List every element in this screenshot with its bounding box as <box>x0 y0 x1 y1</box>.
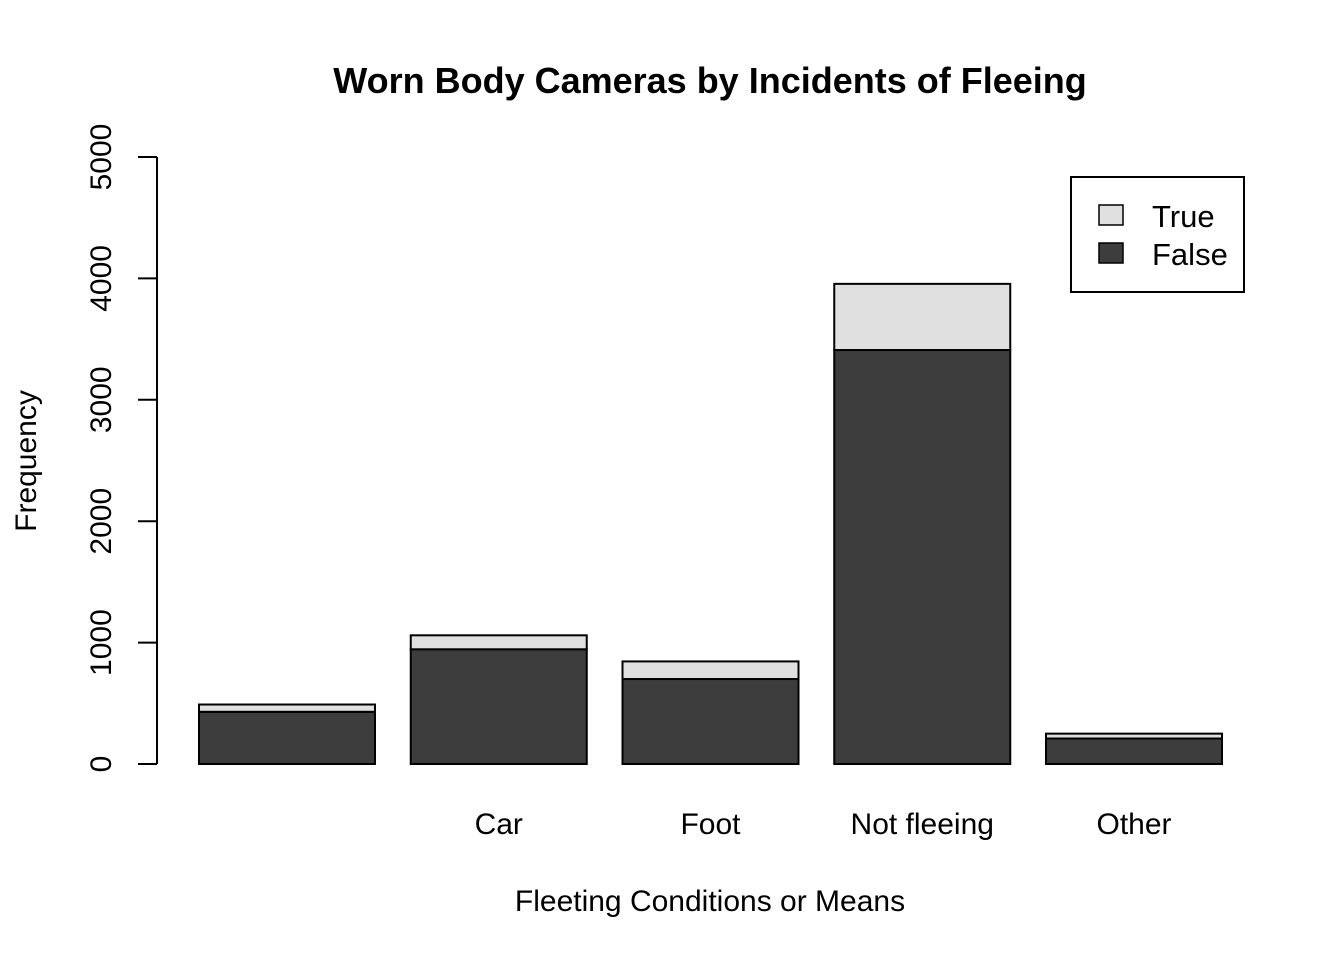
bar-false-1 <box>409 648 588 765</box>
bar-true-3 <box>833 282 1012 352</box>
x-tick-label: Not fleeing <box>851 808 994 841</box>
y-tick-label: 3000 <box>85 366 118 433</box>
chart-title: Worn Body Cameras by Incidents of Fleein… <box>333 60 1086 101</box>
x-tick-label: Foot <box>680 808 741 841</box>
bar-false-0 <box>198 710 376 765</box>
y-tick-label: 2000 <box>85 488 118 555</box>
legend-label-true: True <box>1152 199 1215 234</box>
y-axis-label: Frequency <box>10 390 43 532</box>
x-tick-label: Other <box>1096 808 1171 841</box>
bar-true-1 <box>409 634 588 651</box>
bar-true-2 <box>621 660 800 681</box>
x-axis-label: Fleeting Conditions or Means <box>515 885 905 918</box>
bar-true-0 <box>198 703 376 713</box>
y-tick-label: 0 <box>85 756 118 773</box>
legend: True False <box>1070 176 1245 293</box>
x-tick-label: Car <box>475 808 523 841</box>
legend-box <box>1070 176 1245 293</box>
bar-false-4 <box>1045 737 1223 765</box>
legend-label-false: False <box>1152 237 1228 272</box>
bar-false-2 <box>621 678 800 766</box>
legend-swatch-true <box>1098 204 1124 226</box>
x-axis-labels: Car Foot Not fleeing Other <box>475 808 1172 841</box>
bars <box>198 282 1223 766</box>
y-tick-label: 1000 <box>85 609 118 676</box>
y-tick-label: 5000 <box>85 124 118 191</box>
bar-false-3 <box>833 349 1012 765</box>
bar-true-4 <box>1045 732 1223 740</box>
legend-swatch-false <box>1098 242 1124 264</box>
y-tick-label: 4000 <box>85 245 118 312</box>
y-axis: 0 1000 2000 3000 4000 5000 <box>85 124 158 773</box>
